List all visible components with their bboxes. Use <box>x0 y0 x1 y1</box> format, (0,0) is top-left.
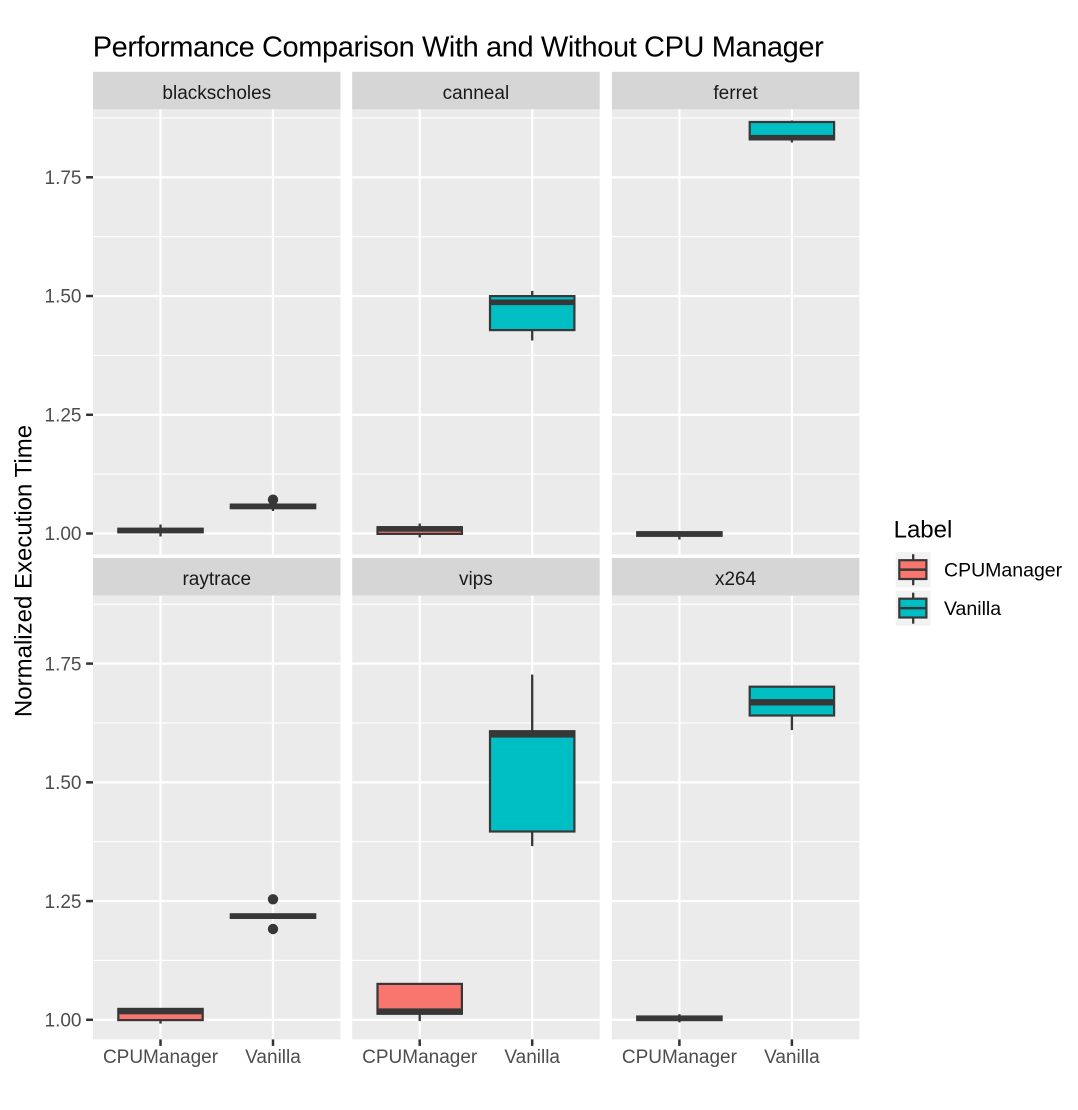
svg-text:Vanilla: Vanilla <box>245 1047 301 1068</box>
svg-text:1.25: 1.25 <box>45 892 82 913</box>
svg-text:1.75: 1.75 <box>45 168 82 189</box>
svg-text:raytrace: raytrace <box>182 569 251 590</box>
svg-text:Normalized Execution Time: Normalized Execution Time <box>11 425 38 717</box>
svg-text:CPUManager: CPUManager <box>622 1047 738 1068</box>
svg-text:canneal: canneal <box>443 83 510 104</box>
svg-text:vips: vips <box>459 569 493 590</box>
svg-text:1.75: 1.75 <box>45 654 82 675</box>
svg-text:Vanilla: Vanilla <box>764 1047 820 1068</box>
svg-text:x264: x264 <box>715 569 757 590</box>
svg-text:CPUManager: CPUManager <box>944 560 1063 582</box>
svg-text:1.25: 1.25 <box>45 405 82 426</box>
svg-text:Vanilla: Vanilla <box>944 598 1001 620</box>
svg-text:1.50: 1.50 <box>45 773 82 794</box>
svg-text:Performance Comparison With an: Performance Comparison With and Without … <box>93 32 824 64</box>
svg-text:blackscholes: blackscholes <box>162 83 271 104</box>
svg-text:1.00: 1.00 <box>45 1011 82 1032</box>
svg-text:1.00: 1.00 <box>45 524 82 545</box>
svg-text:CPUManager: CPUManager <box>362 1047 478 1068</box>
svg-text:Label: Label <box>894 516 953 543</box>
svg-text:CPUManager: CPUManager <box>103 1047 219 1068</box>
svg-text:Vanilla: Vanilla <box>504 1047 560 1068</box>
svg-text:1.50: 1.50 <box>45 287 82 308</box>
svg-text:ferret: ferret <box>713 83 758 104</box>
